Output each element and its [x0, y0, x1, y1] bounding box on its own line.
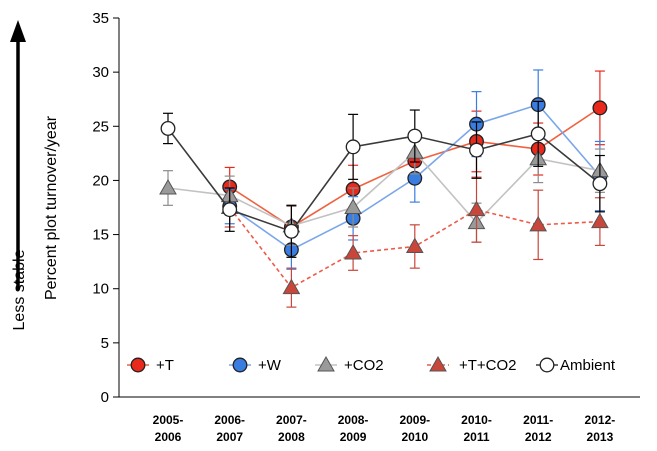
legend-swatch-marker [429, 355, 447, 372]
x-tick-label-line2: 2013 [587, 430, 614, 444]
data-point-ambient [160, 121, 176, 136]
y-tick-label: 10 [92, 281, 109, 298]
y-tick-label: 30 [92, 64, 109, 81]
x-tick-label-line1: 2007- [276, 413, 307, 427]
x-tick-label-line2: 2006 [155, 430, 182, 444]
axes [113, 17, 640, 398]
legend-swatch-marker [539, 357, 555, 373]
legend-item-plus-tplus-co2: +T+CO2 [427, 355, 517, 374]
y-tick-label: 25 [92, 118, 109, 135]
legend-swatch-marker [130, 357, 146, 373]
data-point-plus-tplus-co2 [467, 200, 486, 217]
x-tick-label-line1: 2008- [338, 413, 369, 427]
data-point-plus-tplus-co2 [344, 243, 362, 260]
data-point-ambient [407, 128, 423, 144]
data-point-ambient [469, 142, 484, 158]
data-point-plus-tplus-co2 [282, 278, 301, 295]
legend-label: +T+CO2 [459, 357, 517, 374]
data-point-plus-tplus-co2 [529, 215, 548, 232]
data-point-ambient [345, 139, 361, 155]
data-point-ambient [530, 126, 546, 142]
legend-item-plus-w: +W [229, 357, 282, 374]
legend-swatch-marker [317, 355, 335, 372]
x-tick-label-line1: 2012- [585, 413, 616, 427]
series-ambient [160, 100, 608, 258]
legend-label: +T [156, 357, 174, 374]
y-tick-label: 0 [101, 389, 109, 406]
less-stable-annotation: Less stable [10, 20, 28, 330]
data-point-plus-t [592, 100, 608, 116]
data-point-plus-tplus-co2 [591, 212, 609, 229]
x-tick-label-line1: 2006- [214, 413, 245, 427]
legend: +T +W +CO2 +T+CO2 Ambient [127, 355, 616, 374]
series-layer [159, 69, 609, 308]
x-tick-label-line1: 2011- [523, 413, 553, 427]
legend-label: +CO2 [344, 357, 384, 374]
series-line-plus-co2 [167, 151, 601, 227]
data-point-ambient [222, 202, 238, 218]
data-point-plus-co2 [159, 179, 177, 195]
less-stable-label: Less stable [11, 249, 28, 330]
x-tick-label-line1: 2009- [399, 413, 430, 427]
x-tick-label-line2: 2010 [401, 430, 428, 444]
data-point-plus-tplus-co2 [405, 237, 424, 253]
series-line-ambient [167, 127, 601, 233]
y-tick-labels: 0 5 10 15 20 25 30 35 [92, 10, 109, 406]
legend-label: Ambient [560, 357, 616, 374]
legend-item-plus-t: +T [127, 357, 174, 374]
legend-item-plus-co2: +CO2 [315, 355, 384, 374]
y-tick-label: 5 [101, 335, 109, 352]
x-tick-label-line2: 2009 [340, 430, 367, 444]
y-tick-label: 35 [92, 10, 109, 27]
legend-swatch-marker [232, 357, 248, 373]
x-tick-label-line1: 2005- [153, 413, 184, 427]
legend-label: +W [258, 357, 282, 374]
data-point-plus-co2 [344, 198, 362, 214]
x-tick-label-line2: 2011 [463, 430, 489, 444]
up-arrow-icon [10, 20, 26, 42]
y-axis-title: Percent plot turnover/year [43, 115, 60, 300]
x-tick-label-line2: 2012 [525, 430, 552, 444]
legend-item-ambient: Ambient [536, 357, 616, 374]
x-tick-labels: 2005- 2006 2006- 2007 2007- 2008 2008- 2009 2009… [153, 413, 616, 444]
data-point-ambient [283, 223, 299, 239]
y-tick-label: 20 [92, 172, 109, 189]
x-tick-label-line1: 2010- [461, 413, 492, 427]
x-tick-label-line2: 2007 [216, 430, 243, 444]
data-point-ambient [592, 176, 608, 192]
y-tick-label: 15 [92, 227, 109, 244]
x-tick-label-line2: 2008 [278, 430, 305, 444]
